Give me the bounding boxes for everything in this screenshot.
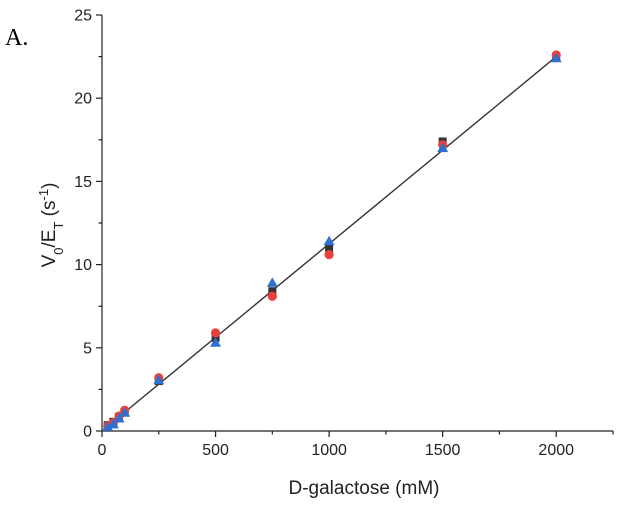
- y-axis-title-sup: -1: [36, 189, 51, 201]
- y-tick-label: 10: [74, 257, 92, 274]
- y-axis-title-sub: 0: [51, 247, 66, 254]
- data-point-triangle: [153, 374, 165, 385]
- data-point-triangle: [102, 421, 114, 431]
- x-axis-title: D-galactose (mM): [289, 478, 440, 499]
- y-tick-label: 25: [74, 8, 92, 25]
- data-point-triangle: [107, 418, 119, 429]
- panel-label: A.: [5, 25, 28, 51]
- y-axis-title-part: (s: [39, 200, 60, 221]
- data-point-circle: [267, 291, 277, 301]
- y-axis-title-sub: T: [51, 222, 66, 230]
- x-tick-label: 0: [98, 442, 107, 459]
- data-point-triangle: [550, 52, 562, 63]
- data-point-triangle: [113, 413, 125, 423]
- y-axis-title: V0/ET (s-1): [36, 183, 66, 268]
- y-axis-title-part: V: [39, 254, 60, 267]
- y-tick-label: 5: [83, 340, 92, 357]
- y-tick-label: 0: [83, 424, 92, 441]
- data-point-triangle: [323, 235, 335, 246]
- x-tick-label: 2000: [538, 442, 574, 459]
- y-axis-title-part: ): [39, 183, 60, 189]
- data-point-triangle: [437, 142, 449, 153]
- x-tick-label: 1000: [311, 442, 347, 459]
- x-tick-label: 500: [202, 442, 229, 459]
- data-point-square: [268, 287, 277, 296]
- x-tick-label: 1500: [425, 442, 461, 459]
- data-point-circle: [324, 250, 334, 260]
- y-axis-title-part: /E: [39, 230, 60, 248]
- data-point-triangle: [210, 337, 222, 347]
- data-points: [102, 50, 562, 431]
- ticks: 0 500 1000 1500 2000 0 5 10 15 20 25: [74, 8, 614, 459]
- data-point-triangle: [119, 407, 131, 417]
- data-point-triangle: [266, 277, 278, 287]
- data-point-square: [325, 243, 334, 252]
- y-tick-label: 20: [74, 91, 92, 108]
- data-point-circle: [210, 328, 221, 338]
- y-tick-label: 15: [74, 174, 92, 191]
